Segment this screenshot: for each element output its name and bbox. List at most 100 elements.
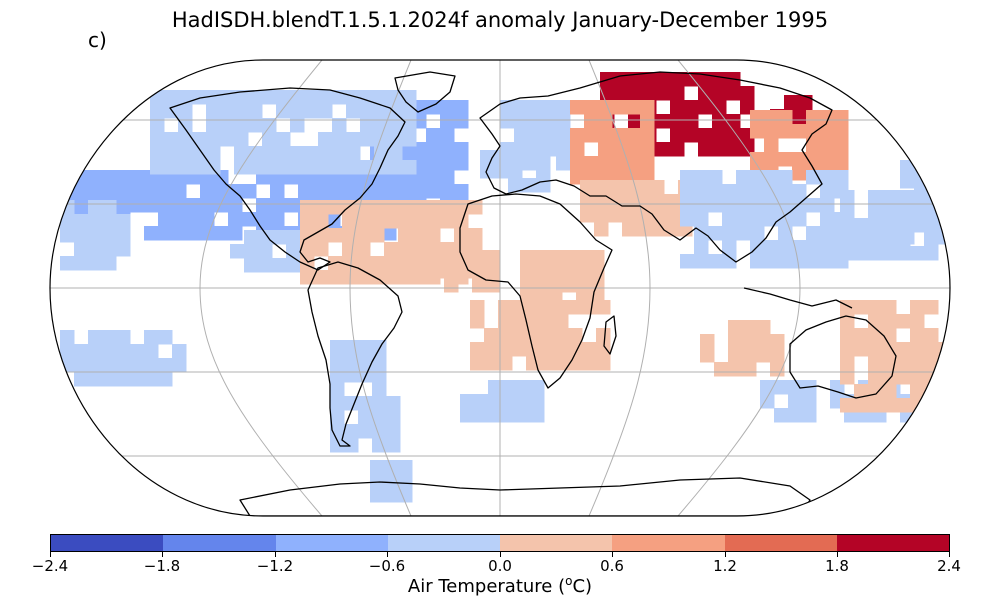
anomaly-cell-east-asia: [764, 254, 779, 269]
anomaly-cell-southern-ocean: [74, 372, 89, 387]
anomaly-cell-north-america: [374, 90, 389, 105]
anomaly-cell-tropical-atlantic: [412, 270, 427, 285]
anomaly-cell-north-atlantic-band: [426, 142, 441, 157]
anomaly-cell-north-atlantic-band: [270, 212, 285, 227]
anomaly-cell-north-atlantic-band: [312, 184, 327, 199]
anomaly-cell-north-america: [304, 160, 319, 175]
anomaly-cell-northern-asia: [626, 142, 641, 157]
anomaly-cell-northern-asia: [640, 142, 655, 157]
anomaly-cell-north-atlantic-band: [426, 128, 441, 143]
anomaly-cell-australia: [910, 328, 925, 343]
anomaly-cell-southern-ocean: [102, 372, 117, 387]
anomaly-cell-north-america: [286, 230, 301, 245]
anomaly-cell-northern-asia: [806, 138, 821, 153]
anomaly-cell-tropical-atlantic: [384, 242, 399, 257]
anomaly-cell-australia: [882, 384, 897, 399]
meridian-60e: [588, 60, 651, 516]
anomaly-cell-north-atlantic-band: [172, 226, 187, 241]
anomaly-cell-east-asia: [896, 190, 911, 205]
map-canvas: [49, 59, 951, 517]
anomaly-cell-tropical-atlantic: [356, 228, 371, 243]
anomaly-cell-north-america: [178, 160, 193, 175]
anomaly-cell-southern-ocean: [116, 372, 131, 387]
anomaly-cell-north-america: [262, 160, 277, 175]
anomaly-cell-north-america: [206, 104, 221, 119]
anomaly-cell-southern-ocean: [130, 372, 145, 387]
anomaly-cell-africa-south: [562, 250, 577, 265]
anomaly-cell-north-atlantic-band: [426, 184, 441, 199]
anomaly-cell-north-pacific: [102, 200, 117, 215]
colorbar-tick: [50, 552, 51, 557]
anomaly-cell-australia: [910, 370, 925, 385]
anomaly-cell-northern-asia: [570, 128, 585, 143]
anomaly-cell-siberia: [726, 142, 741, 157]
anomaly-cell-tropical-atlantic: [398, 256, 413, 271]
anomaly-cell-australia: [938, 370, 950, 385]
anomaly-cell-east-asia: [736, 212, 751, 227]
anomaly-cell-tropical-atlantic: [412, 214, 427, 229]
anomaly-cell-east-asia: [764, 184, 779, 199]
anomaly-cell-africa-south: [540, 342, 555, 357]
anomaly-cell-south-america: [330, 438, 345, 453]
anomaly-cell-north-america: [220, 132, 235, 147]
anomaly-cell-australia: [896, 342, 911, 357]
anomaly-cell-australia: [910, 384, 925, 399]
anomaly-cell-south-america: [358, 396, 373, 411]
anomaly-cell-central-asia: [608, 208, 623, 223]
anomaly-cell-north-america: [230, 244, 245, 259]
anomaly-cell-australia: [868, 370, 883, 385]
anomaly-cell-north-america: [290, 90, 305, 105]
anomaly-cell-north-america: [332, 118, 347, 133]
anomaly-cell-north-america: [332, 132, 347, 147]
anomaly-cell-africa-south: [484, 342, 499, 357]
anomaly-cell-africa-south: [540, 314, 555, 329]
anomaly-cell-tropical-atlantic: [486, 264, 501, 279]
anomaly-cell-east-asia: [764, 198, 779, 213]
anomaly-cell-europe: [494, 150, 509, 165]
anomaly-cell-northern-asia: [584, 128, 599, 143]
anomaly-cell-northern-asia: [598, 114, 613, 129]
anomaly-cell-north-america: [150, 146, 165, 161]
anomaly-cell-north-pacific: [942, 160, 950, 175]
meridian-120e: [677, 60, 801, 516]
anomaly-cell-south-america: [344, 438, 359, 453]
anomaly-cell-siberia: [656, 142, 671, 157]
anomaly-cell-north-america: [276, 132, 291, 147]
anomaly-cell-south-america: [344, 424, 359, 439]
anomaly-cell-africa-south: [534, 278, 549, 293]
anomaly-cell-australia: [882, 328, 897, 343]
anomaly-cell-siberia: [784, 95, 799, 110]
anomaly-cell-northern-asia: [598, 142, 613, 157]
anomaly-cell-australia: [840, 342, 855, 357]
anomaly-cell-africa-south: [534, 264, 549, 279]
anomaly-cell-tropical-atlantic: [314, 214, 329, 229]
anomaly-cell-australia: [896, 398, 911, 413]
anomaly-cell-northern-asia: [570, 156, 585, 171]
anomaly-cell-east-asia: [694, 170, 709, 185]
anomaly-cell-australia: [868, 356, 883, 371]
anomaly-cell-northern-asia: [750, 110, 765, 125]
anomaly-cell-australia: [868, 328, 883, 343]
anomaly-cell-north-america: [220, 104, 235, 119]
anomaly-cell-southern-ocean: [802, 408, 817, 423]
anomaly-cell-east-asia: [778, 170, 793, 185]
anomaly-cell-north-atlantic-band: [454, 100, 469, 115]
anomaly-cell-north-pacific: [102, 228, 117, 243]
anomaly-cell-east-asia: [694, 184, 709, 199]
anomaly-cell-north-atlantic-band: [172, 184, 187, 199]
anomaly-cell-north-america: [248, 90, 263, 105]
anomaly-cell-southern-ocean: [488, 394, 503, 409]
anomaly-cell-north-atlantic-band: [270, 184, 285, 199]
anomaly-cell-australia: [714, 362, 729, 377]
anomaly-cell-east-asia: [708, 184, 723, 199]
anomaly-cell-north-america: [178, 90, 193, 105]
anomaly-cell-north-america: [164, 160, 179, 175]
anomaly-cell-east-asia: [708, 226, 723, 241]
anomaly-cell-north-america: [276, 160, 291, 175]
greenland-coast: [394, 71, 456, 113]
anomaly-cell-south-america: [386, 438, 401, 453]
anomaly-cell-north-america: [150, 104, 165, 119]
anomaly-cell-north-atlantic-band: [144, 184, 159, 199]
anomaly-cell-europe: [514, 100, 529, 115]
anomaly-cell-northern-asia: [570, 100, 585, 115]
